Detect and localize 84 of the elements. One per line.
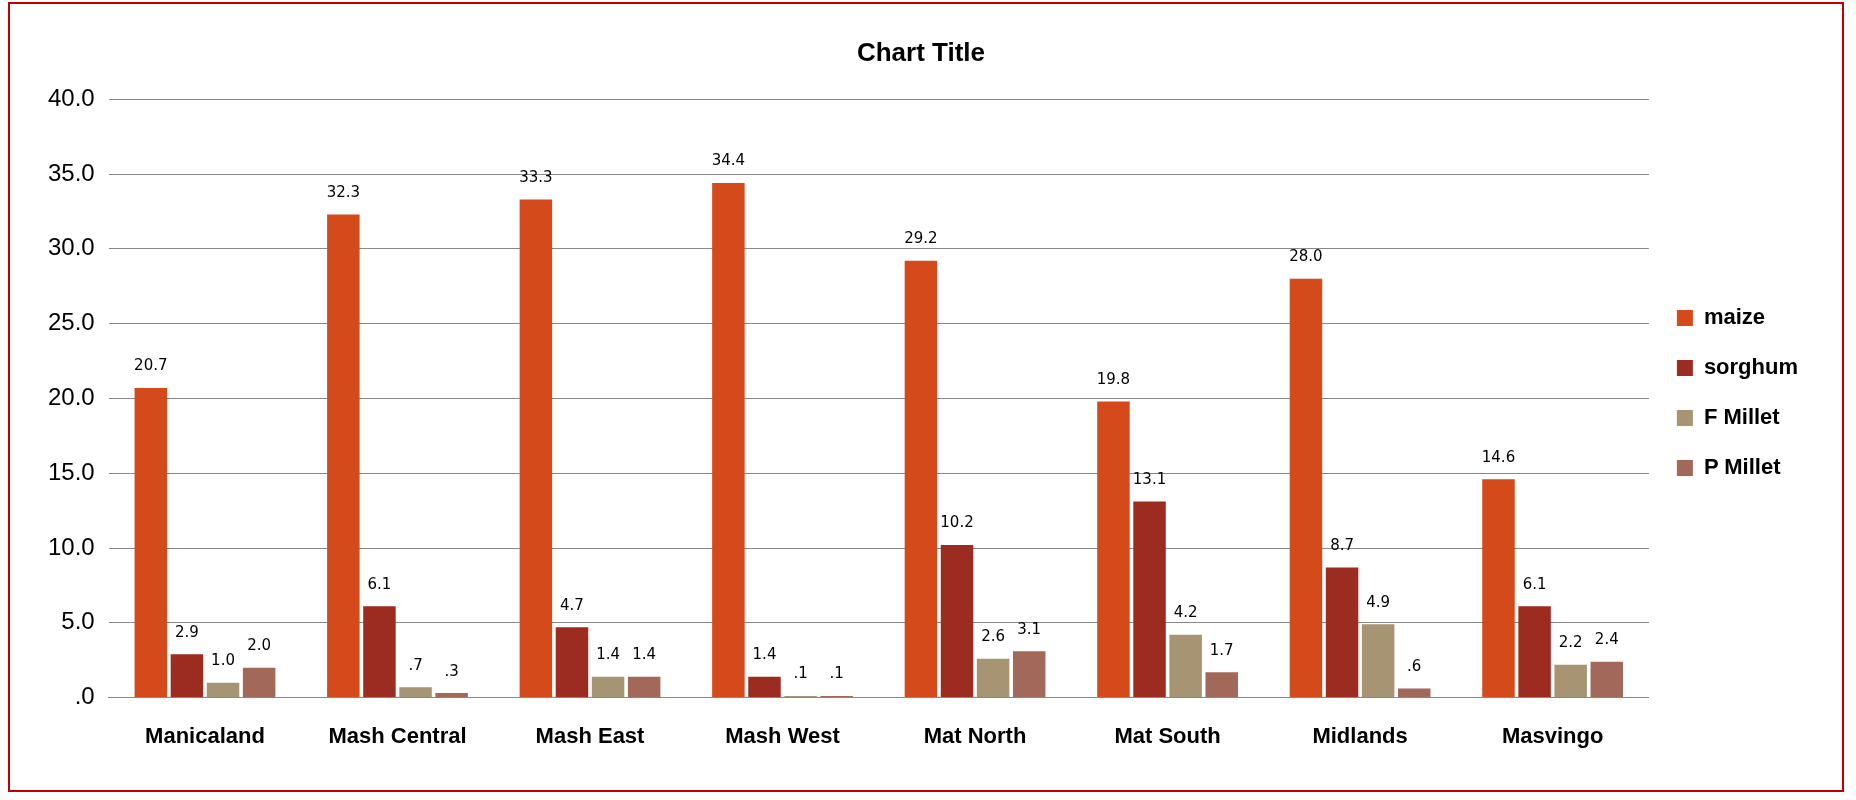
x-tick-label: Masvingo — [1501, 722, 1604, 748]
x-tick-label: Mat North — [923, 722, 1027, 748]
y-tick-label: 15.0 — [47, 457, 95, 485]
bar — [1169, 634, 1202, 698]
bar — [1398, 688, 1431, 698]
data-label: 2.4 — [1594, 630, 1619, 649]
data-label: 19.8 — [1096, 369, 1131, 388]
bar — [1361, 624, 1395, 698]
bar — [555, 627, 589, 698]
data-label: 1.7 — [1209, 640, 1234, 659]
bar — [327, 214, 360, 698]
bar — [134, 387, 168, 698]
legend-label: sorghum — [1703, 354, 1799, 380]
data-label: 34.4 — [711, 151, 746, 170]
data-label: 4.2 — [1173, 603, 1198, 622]
bar — [591, 676, 625, 698]
data-label: 33.3 — [519, 167, 553, 186]
data-label: .3 — [444, 661, 459, 680]
bar — [1482, 479, 1515, 698]
data-label: 2.9 — [174, 622, 199, 641]
bar — [1205, 672, 1238, 698]
bar — [170, 654, 204, 698]
bar — [1133, 501, 1166, 698]
data-label: 1.0 — [211, 651, 235, 670]
legend-label: maize — [1703, 304, 1766, 330]
data-label: 8.7 — [1330, 535, 1354, 554]
data-label: 2.2 — [1558, 633, 1583, 652]
bar — [1289, 278, 1323, 698]
bar — [242, 667, 276, 698]
bar — [519, 199, 553, 698]
x-tick-label: Mash Central — [328, 722, 467, 748]
bar — [976, 658, 1010, 698]
y-tick-label: .0 — [74, 682, 95, 710]
x-tick-label: Mat South — [1114, 722, 1221, 748]
chart-title: Chart Title — [856, 36, 986, 67]
bar — [904, 260, 938, 698]
data-label: 1.4 — [752, 645, 777, 664]
bar — [1012, 651, 1046, 698]
y-tick-label: 20.0 — [47, 383, 95, 411]
data-label: 13.1 — [1132, 470, 1167, 489]
data-label: 6.1 — [367, 574, 392, 593]
x-tick-label: Mash West — [725, 722, 841, 748]
bar — [1590, 661, 1624, 698]
bar — [363, 606, 396, 698]
bar — [940, 545, 974, 698]
legend-label: F Millet — [1703, 404, 1781, 430]
data-label: 10.2 — [940, 513, 974, 532]
data-label: .1 — [829, 664, 844, 683]
x-tick-label: Mash East — [535, 722, 646, 748]
bar — [1554, 664, 1587, 698]
data-label: .7 — [408, 655, 423, 674]
data-label: 2.6 — [981, 627, 1006, 646]
data-label: 1.4 — [632, 645, 657, 664]
bar — [1097, 401, 1130, 698]
data-label: 28.0 — [1289, 247, 1323, 266]
data-label: .1 — [793, 664, 808, 683]
data-label: 3.1 — [1017, 619, 1042, 638]
bar — [1325, 567, 1359, 698]
legend-label: P Millet — [1703, 454, 1782, 480]
x-tick-label: Midlands — [1312, 722, 1408, 748]
data-label: .6 — [1407, 657, 1422, 676]
data-label: 2.0 — [247, 636, 272, 655]
bar — [748, 676, 781, 698]
data-label: 29.2 — [904, 229, 938, 248]
data-label: 14.6 — [1481, 447, 1516, 466]
data-label: 6.1 — [1522, 574, 1547, 593]
y-tick-label: 40.0 — [47, 83, 95, 111]
data-label: 1.4 — [596, 645, 620, 664]
data-label: 32.3 — [326, 182, 361, 201]
y-tick-label: 30.0 — [47, 233, 95, 261]
data-label: 4.7 — [560, 595, 584, 614]
data-label: 20.7 — [134, 356, 168, 375]
bar — [435, 693, 468, 698]
bar — [1518, 606, 1551, 698]
bar — [712, 182, 745, 698]
y-tick-label: 35.0 — [47, 158, 95, 186]
y-tick-label: 10.0 — [47, 532, 95, 560]
x-tick-label: Manicaland — [145, 722, 265, 748]
bar — [399, 687, 432, 698]
y-tick-label: 5.0 — [61, 607, 95, 635]
data-label: 4.9 — [1366, 592, 1391, 611]
y-tick-label: 25.0 — [47, 308, 95, 336]
bar — [206, 682, 240, 698]
bar — [627, 676, 661, 698]
